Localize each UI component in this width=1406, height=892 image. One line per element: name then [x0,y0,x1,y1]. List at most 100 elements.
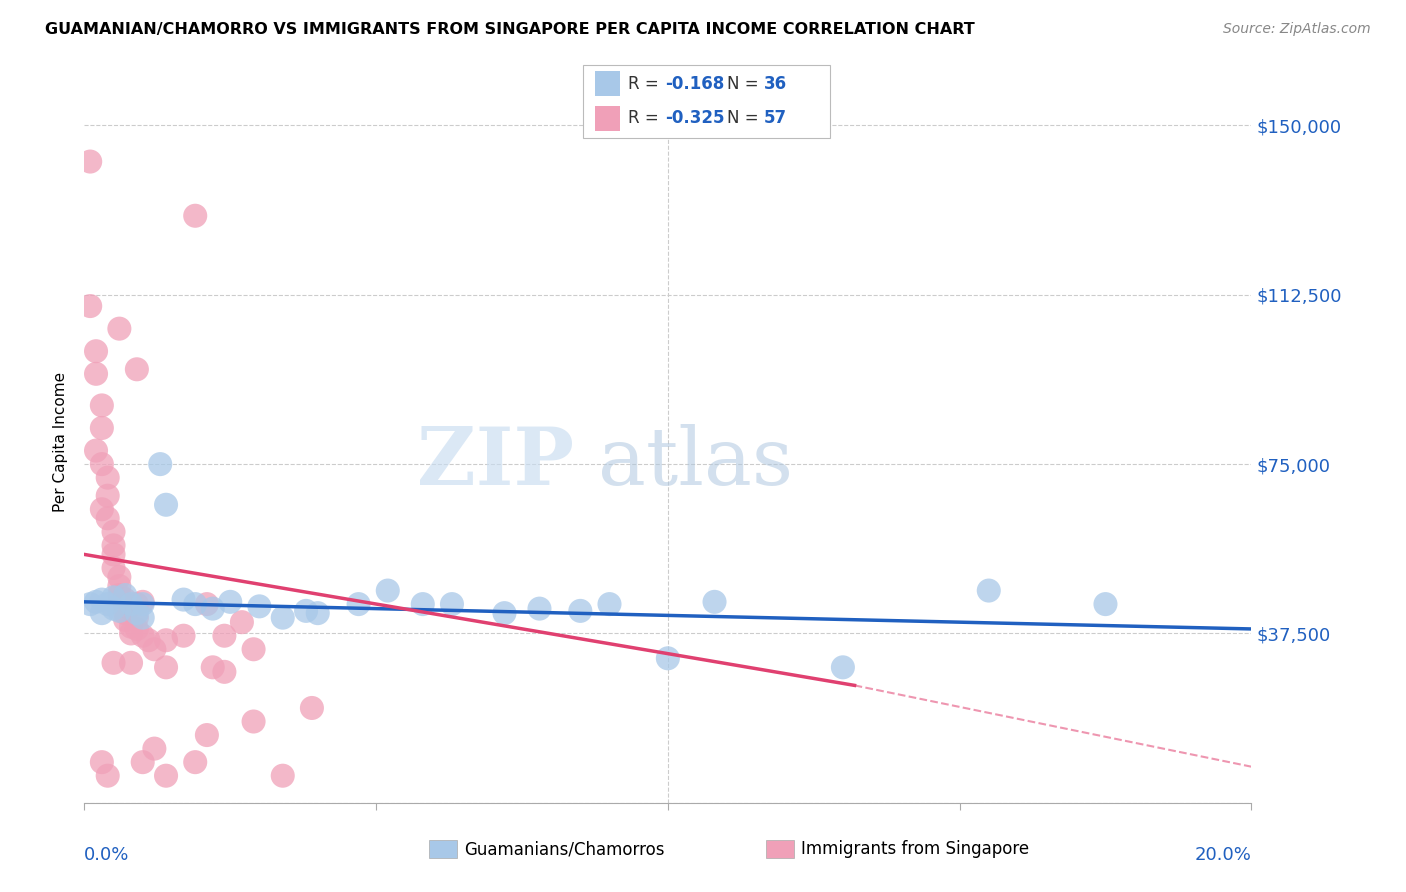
Point [90,606,112,620]
Point [103,538,125,552]
Point [120,656,142,670]
Point [377,583,399,598]
Point [125,597,148,611]
Point [97,489,120,503]
Point [132,595,155,609]
Point [97,769,120,783]
Point [138,633,160,648]
Point [114,606,136,620]
Point [114,592,136,607]
Text: N =: N = [727,75,763,93]
Text: Immigrants from Singapore: Immigrants from Singapore [801,840,1029,858]
Point [103,524,125,539]
Point [120,620,142,634]
Point [657,651,679,665]
Point [103,561,125,575]
Text: R =: R = [628,109,665,128]
Point [214,665,236,679]
Point [108,604,131,618]
Point [132,755,155,769]
Point [494,606,516,620]
Point [90,502,112,516]
Point [97,511,120,525]
Point [195,597,218,611]
Text: -0.168: -0.168 [665,75,724,93]
Text: Guamanians/Chamorros: Guamanians/Chamorros [464,840,665,858]
Point [84,344,107,359]
Text: -0.325: -0.325 [665,109,724,128]
Point [201,660,224,674]
Point [90,457,112,471]
Point [295,604,318,618]
Text: 20.0%: 20.0% [1195,847,1251,864]
Text: N =: N = [727,109,763,128]
Point [114,613,136,627]
Point [125,610,148,624]
Point [173,629,195,643]
Point [195,728,218,742]
Point [201,601,224,615]
Point [155,660,177,674]
Text: atlas: atlas [598,425,793,502]
Point [84,595,107,609]
Point [125,606,148,620]
Point [231,615,253,630]
Point [108,321,131,335]
Point [97,470,120,484]
Point [108,588,131,602]
Point [599,597,621,611]
Point [242,642,264,657]
Point [84,443,107,458]
Point [132,597,155,611]
Point [120,626,142,640]
Text: 57: 57 [763,109,786,128]
Point [412,597,434,611]
Point [108,570,131,584]
Point [84,367,107,381]
Point [132,610,155,624]
Point [155,498,177,512]
Point [219,595,242,609]
Point [79,597,101,611]
Point [529,601,551,615]
Text: R =: R = [628,75,665,93]
Point [79,299,101,313]
Text: GUAMANIAN/CHAMORRO VS IMMIGRANTS FROM SINGAPORE PER CAPITA INCOME CORRELATION CH: GUAMANIAN/CHAMORRO VS IMMIGRANTS FROM SI… [45,22,974,37]
Point [97,597,120,611]
Point [143,642,166,657]
Point [90,398,112,412]
Point [184,755,207,769]
Point [103,591,125,605]
Point [184,209,207,223]
Point [1094,597,1116,611]
Point [114,599,136,614]
Point [143,741,166,756]
Point [103,601,125,615]
Point [307,606,329,620]
Point [271,610,294,624]
Point [173,592,195,607]
Point [832,660,855,674]
Point [155,769,177,783]
Point [90,755,112,769]
Point [271,769,294,783]
Point [90,592,112,607]
Point [103,656,125,670]
Text: 0.0%: 0.0% [84,847,129,864]
Point [132,629,155,643]
Text: ZIP: ZIP [418,425,575,502]
Point [125,362,148,376]
Point [79,154,101,169]
Point [249,599,271,614]
Point [569,604,592,618]
Point [90,421,112,435]
Point [242,714,264,729]
Point [149,457,172,471]
Point [301,701,323,715]
Y-axis label: Per Capita Income: Per Capita Income [53,371,69,512]
Text: Source: ZipAtlas.com: Source: ZipAtlas.com [1223,22,1371,37]
Point [440,597,463,611]
Point [703,595,725,609]
Point [155,633,177,648]
Point [125,622,148,636]
